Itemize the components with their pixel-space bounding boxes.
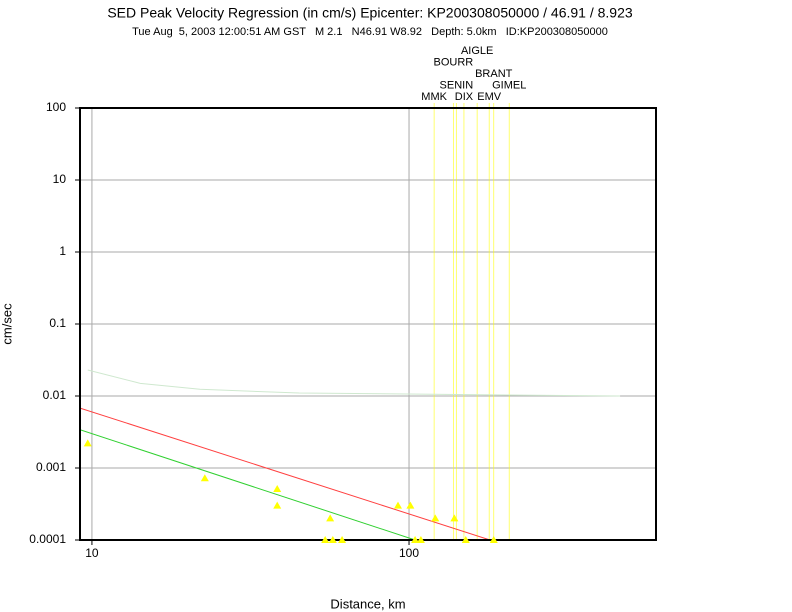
regression-line <box>80 407 491 540</box>
y-tick-label: 0.001 <box>36 460 66 474</box>
observation-point <box>338 536 347 543</box>
observation-point <box>200 474 209 482</box>
x-axis-label: Distance, km <box>330 596 405 611</box>
station-label: BRANT <box>475 68 513 80</box>
observation-point <box>411 536 420 543</box>
regression-line <box>80 429 416 540</box>
station-label: SENIN <box>440 79 474 91</box>
y-tick-label: 0.01 <box>43 388 67 402</box>
observation-point <box>273 501 282 509</box>
station-label: MMK <box>421 91 447 103</box>
observation-point <box>83 439 92 447</box>
observation-point <box>450 514 459 522</box>
plot-frame <box>79 107 657 541</box>
station-label: GIMEL <box>492 79 526 91</box>
y-axis-label: cm/sec <box>0 303 14 345</box>
y-tick-label: 10 <box>53 172 67 186</box>
station-label: AIGLE <box>461 45 493 57</box>
observation-point <box>326 514 335 522</box>
chart-title: SED Peak Velocity Regression (in cm/s) E… <box>107 5 633 21</box>
y-tick-label: 1 <box>59 244 66 258</box>
chart-subtitle: Tue Aug 5, 2003 12:00:51 AM GST M 2.1 N4… <box>132 26 608 38</box>
y-tick-label: 0.1 <box>49 316 66 330</box>
station-label: DIX <box>455 91 474 103</box>
observation-point <box>393 501 402 509</box>
y-tick-label: 0.0001 <box>29 532 66 546</box>
observation-point <box>328 536 337 543</box>
plot-area <box>80 369 621 540</box>
x-tick-label: 100 <box>399 546 419 560</box>
station-label: EMV <box>477 91 502 103</box>
observation-point <box>406 501 415 509</box>
y-tick-label: 100 <box>46 100 66 114</box>
observation-point <box>489 536 498 543</box>
regression-line <box>87 369 621 397</box>
observation-point <box>321 536 330 543</box>
observation-point <box>431 514 440 522</box>
x-tick-label: 10 <box>85 546 99 560</box>
observation-point <box>273 485 282 493</box>
station-label: BOURR <box>434 56 474 68</box>
observation-point <box>461 536 470 543</box>
observation-point <box>416 536 425 543</box>
